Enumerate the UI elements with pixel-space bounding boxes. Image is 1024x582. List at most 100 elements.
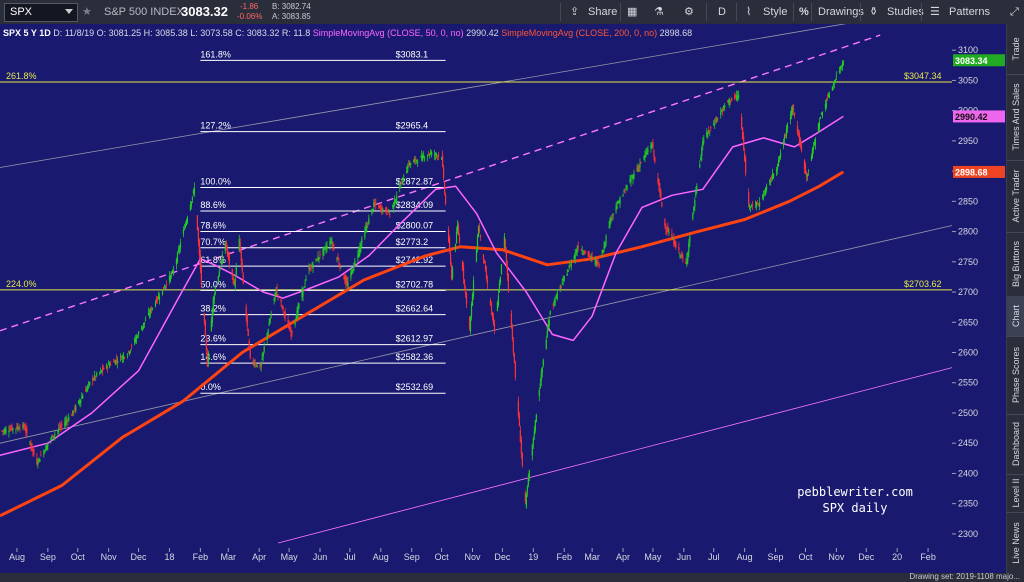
candle-body [60,426,62,428]
candle-body [32,448,34,452]
candle-body [36,457,38,465]
candle-body [33,449,35,455]
candle-body [88,383,90,385]
price-chart[interactable]: 2300 2350 2400 2450 2500 2550 2600 2650 2700 2750… [0,24,1006,573]
candle-body [693,206,695,212]
candle-body [842,61,844,66]
y-tick-label: 2550 [958,378,978,388]
x-tick-label: Feb [193,552,209,562]
candle-body [219,267,221,269]
candle-body [124,357,126,359]
candle-body [289,325,291,332]
patterns-button[interactable]: Patterns [949,6,990,18]
y-tick-label: 2600 [958,348,978,358]
style-icon[interactable]: ⌇ [746,6,752,18]
candle-body [778,156,781,159]
candle-body [11,425,13,431]
trendline-lower-channel [278,367,953,544]
x-tick-label: 20 [892,552,902,562]
share-button[interactable]: Share [588,6,618,18]
candle-body [74,408,76,410]
tab-phase-scores[interactable]: Phase Scores [1007,336,1024,415]
studies-icon[interactable]: ⚱ [869,6,879,18]
calendar-icon[interactable]: ▦ [627,6,638,18]
candle-body [827,94,829,97]
share-icon[interactable]: ⇪ [570,6,580,18]
candle-body [137,332,140,334]
candle-body [296,310,298,319]
candle-body [260,362,262,367]
candle-body [305,279,307,280]
candle-body [790,109,793,116]
candle-body [66,419,68,422]
style-button[interactable]: Style [763,6,788,18]
candle-body [828,95,830,98]
expand-icon[interactable]: ⤢ [1010,6,1019,18]
candle-body [228,255,230,264]
tab-live-news[interactable]: Live News [1007,512,1024,573]
candle-body [771,173,774,180]
candle-body [317,256,319,261]
candle-body [512,341,514,353]
candle-body [54,433,56,436]
period-selector[interactable]: D [718,6,726,18]
gear-icon[interactable]: ⚙ [684,6,694,18]
candle-body [672,238,674,240]
candle-body [745,158,747,174]
candle-body [65,420,67,423]
drawing-set-label[interactable]: Drawing set: 2019-1108 majo... [909,572,1020,581]
tab-trade[interactable]: Trade [1007,24,1024,75]
candle-body [121,358,123,360]
candle-body [826,98,828,100]
candle-body [338,262,340,265]
candle-body [388,210,390,213]
candle-body [242,274,244,284]
x-tick-label: Dec [494,552,511,562]
candle-body [644,154,646,157]
candle-body [316,259,318,261]
percent-icon[interactable]: % [799,6,809,18]
tab-big-buttons[interactable]: Big Buttons [1007,232,1024,297]
candle-body [108,363,110,365]
candle-body [485,271,488,279]
studies-button[interactable]: Studies [887,6,924,18]
candle-body [448,238,451,251]
tab-level-ii[interactable]: Level II [1007,474,1024,513]
candle-body [748,192,750,204]
candle-body [176,253,179,263]
candle-body [295,317,297,321]
candle-body [710,126,712,128]
candle-body [210,320,212,332]
candle-body [207,355,209,363]
candle-body [351,270,353,273]
candle-body [538,389,540,397]
tab-active-trader[interactable]: Active Trader [1007,160,1024,233]
tab-dashboard[interactable]: Dashboard [1007,414,1024,475]
tab-chart[interactable]: Chart [1007,296,1024,337]
fib-price-label: $2612.97 [396,334,434,344]
chart-svg[interactable]: 2300 2350 2400 2450 2500 2550 2600 2650 2700 2750… [0,24,1006,573]
candle-body [764,188,767,195]
candle-body [157,296,160,300]
flask-icon[interactable]: ⚗ [654,6,664,18]
x-tick-label: Sep [768,552,784,562]
candle-body [380,207,382,211]
candle-body [623,190,625,193]
candle-body [428,153,430,155]
candle-body [402,177,404,180]
candle-body [503,236,506,248]
patterns-icon[interactable]: ☰ [930,6,940,18]
candle-body [595,261,597,265]
candle-body [16,425,18,429]
symbol-input[interactable]: SPX [4,3,78,22]
candle-body [629,178,631,182]
drawings-button[interactable]: Drawings [818,6,864,18]
candle-body [81,397,83,399]
tab-times-and-sales[interactable]: Times And Sales [1007,74,1024,161]
candle-body [751,205,753,207]
candle-body [381,206,383,211]
candle-body [812,146,815,150]
candle-body [123,355,125,359]
candle-body [382,209,384,212]
star-icon[interactable]: ★ [82,6,92,18]
